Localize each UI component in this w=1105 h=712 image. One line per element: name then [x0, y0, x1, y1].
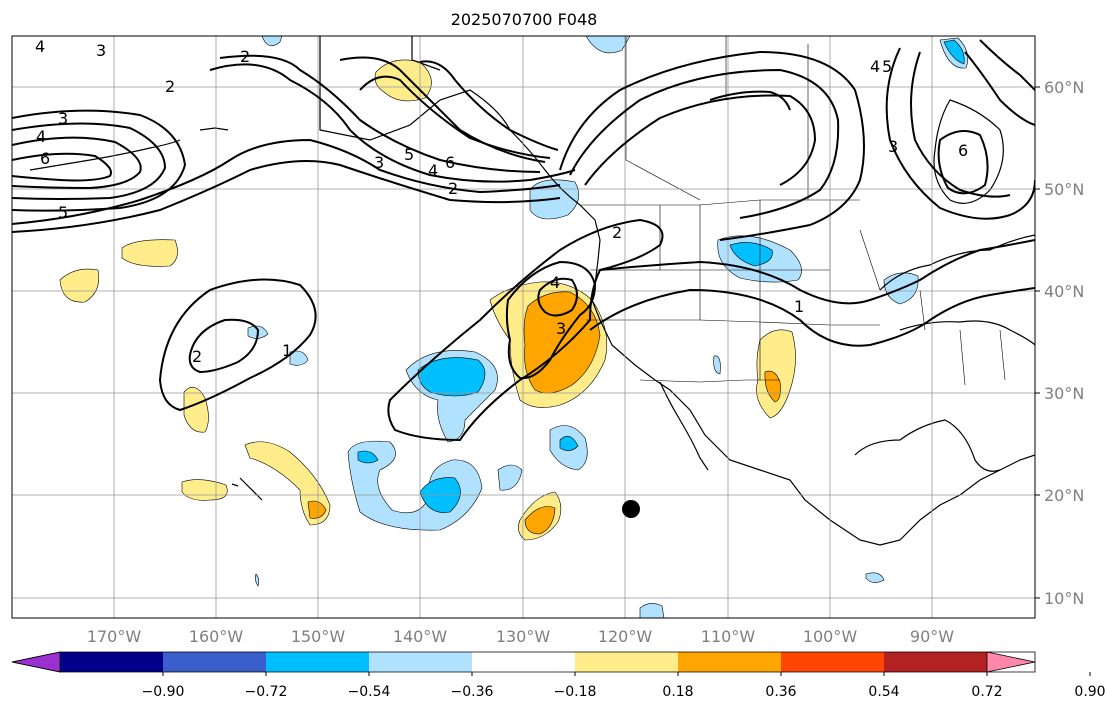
lon-label-150w: 150°W — [291, 627, 346, 646]
colorbar-ticks: −0.90 −0.72 −0.54 −0.36 −0.18 0.18 0.36 0.54 0.7… — [142, 672, 1105, 700]
contour-label: 1 — [794, 297, 804, 316]
colorbar-segment — [781, 652, 885, 672]
colorbar-tick-label: −0.54 — [348, 684, 391, 700]
contour-labels: 4 3 2 2 3 4 6 5 3 5 6 4 2 4 5 3 6 2 4 3 … — [35, 37, 968, 366]
longitude-labels: 170°W 160°W 150°W 140°W 130°W 120°W 110°… — [87, 627, 954, 646]
contour-label: 4 — [36, 127, 46, 146]
contour-label: 4 — [428, 161, 438, 180]
map-title: 2025070700 F048 — [451, 10, 598, 29]
colorbar-extend-high — [986, 651, 1036, 673]
lat-label-10n: 10°N — [1044, 589, 1084, 608]
lon-label-120w: 120°W — [598, 627, 653, 646]
colorbar-tick-label: −0.90 — [142, 684, 185, 700]
colorbar-segment — [884, 652, 988, 672]
contour-label: 2 — [240, 47, 250, 66]
lat-label-60n: 60°N — [1044, 78, 1084, 97]
colorbar-segment — [472, 652, 576, 672]
colorbar-tick-label: 0.90 — [1074, 684, 1105, 700]
colorbar-segment — [60, 652, 164, 672]
lon-label-170w: 170°W — [87, 627, 142, 646]
colorbar-outline — [11, 651, 1036, 673]
lon-label-100w: 100°W — [803, 627, 858, 646]
contour-lines — [12, 39, 1035, 442]
colorbar-tick-label: 0.54 — [868, 684, 899, 700]
colorbar-segment — [678, 652, 782, 672]
contour-label: 3 — [58, 109, 68, 128]
colorbar-segment — [163, 652, 267, 672]
colorbar-extend-low — [12, 652, 60, 672]
contour-label: 3 — [888, 137, 898, 156]
lon-label-110w: 110°W — [701, 627, 756, 646]
contour-label: 5 — [58, 203, 68, 222]
colorbar-tick-label: 0.18 — [662, 684, 693, 700]
lon-label-130w: 130°W — [496, 627, 551, 646]
colorbar-tick-label: 0.36 — [765, 684, 796, 700]
lat-label-50n: 50°N — [1044, 180, 1084, 199]
gridlines — [12, 36, 1035, 618]
coastlines — [29, 36, 1035, 546]
contour-label: 6 — [958, 141, 968, 160]
lat-label-30n: 30°N — [1044, 384, 1084, 403]
contour-label: 3 — [374, 153, 384, 172]
colorbar-segment — [369, 652, 473, 672]
colorbar-tick-label: −0.36 — [451, 684, 494, 700]
map-area: 4 3 2 2 3 4 6 5 3 5 6 4 2 4 5 3 6 2 4 3 … — [12, 36, 1035, 618]
colorbar-tick-label: −0.18 — [554, 684, 597, 700]
lat-label-40n: 40°N — [1044, 282, 1084, 301]
contour-label: 2 — [192, 347, 202, 366]
contour-label: 1 — [282, 341, 292, 360]
lon-label-160w: 160°W — [189, 627, 244, 646]
contour-label: 6 — [445, 153, 455, 172]
colorbar-tick-label: 0.72 — [971, 684, 1002, 700]
contour-label: 2 — [165, 77, 175, 96]
contour-label: 2 — [612, 223, 622, 242]
latitude-labels: 60°N 50°N 40°N 30°N 20°N 10°N — [1035, 78, 1084, 608]
contour-label: 2 — [448, 179, 458, 198]
colorbar-tick-label: −0.72 — [245, 684, 288, 700]
anomaly-shading — [59, 36, 969, 618]
location-marker — [622, 500, 640, 518]
colorbar: −0.90 −0.72 −0.54 −0.36 −0.18 0.18 0.36 0.54 0.7… — [11, 651, 1105, 700]
colorbar-segment — [266, 652, 370, 672]
contour-label: 6 — [40, 149, 50, 168]
colorbar-segment — [575, 652, 679, 672]
contour-label: 5 — [882, 57, 892, 76]
contour-label: 3 — [556, 319, 566, 338]
borders — [580, 36, 1006, 386]
contour-label: 4 — [550, 273, 560, 292]
contour-label: 5 — [404, 145, 414, 164]
lat-label-20n: 20°N — [1044, 486, 1084, 505]
contour-label: 4 — [35, 37, 45, 56]
colorbar-segments — [11, 651, 1036, 673]
contour-label: 4 — [870, 57, 880, 76]
contour-label: 3 — [96, 41, 106, 60]
lon-label-140w: 140°W — [393, 627, 448, 646]
lon-label-90w: 90°W — [910, 627, 954, 646]
map-frame — [11, 35, 1036, 619]
